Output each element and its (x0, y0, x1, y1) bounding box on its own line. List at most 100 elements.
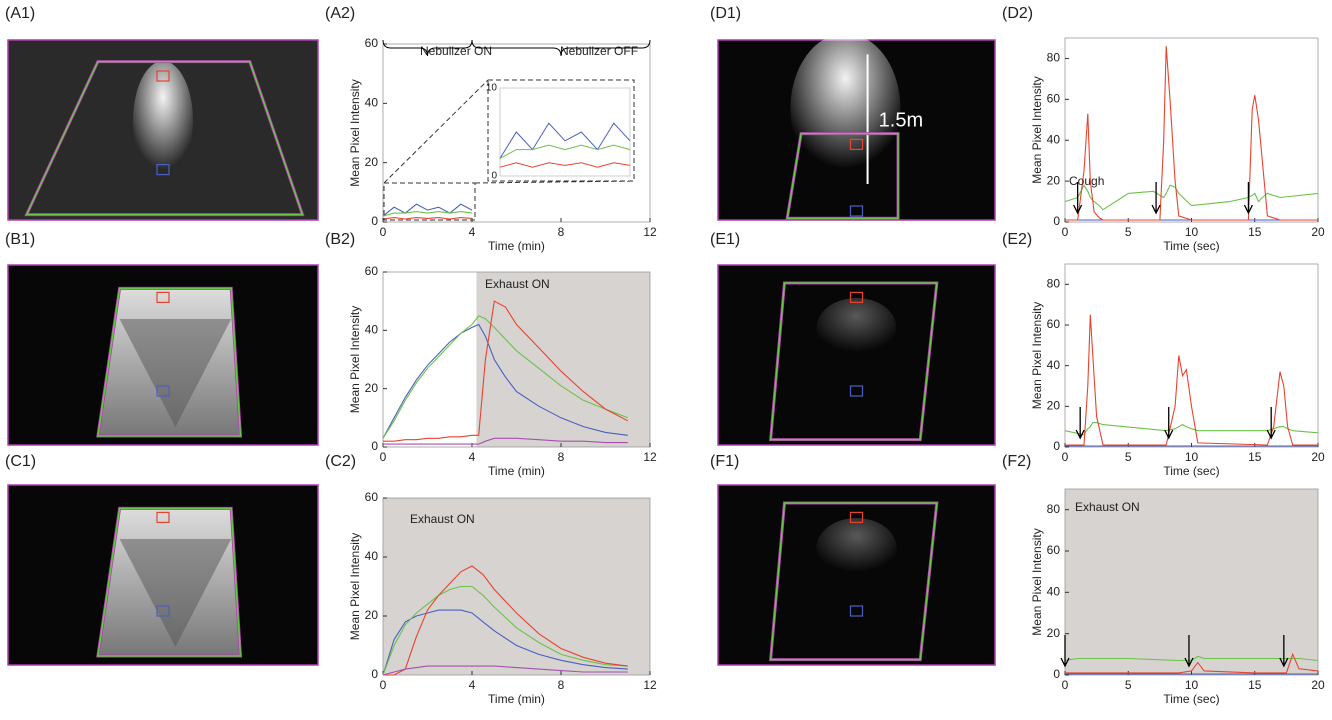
x-tick-label: 0 (1062, 450, 1069, 464)
x-axis-label: Time (min) (488, 692, 545, 706)
x-tick-label: 4 (469, 678, 476, 692)
roi-blue (156, 385, 170, 397)
roi-blue (156, 164, 170, 176)
panel-label: (A1) (5, 5, 35, 22)
x-tick-label: 10 (1185, 450, 1199, 464)
x-tick-label: 0 (1062, 225, 1069, 239)
x-tick-label: 5 (1125, 678, 1132, 692)
roi-outline (25, 60, 304, 216)
x-axis-label: Time (sec) (1163, 239, 1219, 253)
series-line (382, 315, 628, 439)
cough-arrow (1164, 407, 1174, 440)
zoom-link (383, 79, 489, 184)
roi-red (849, 138, 864, 150)
roi-outline (97, 287, 242, 437)
y-tick-label: 0 (1053, 214, 1060, 228)
inset-tick-label: 10 (486, 83, 498, 94)
panel-label: (D1) (710, 5, 741, 22)
roi-red (849, 511, 864, 524)
y-tick-label: 60 (1047, 92, 1061, 106)
inset-line (499, 162, 631, 168)
scale-text: 1.5m (879, 109, 923, 131)
y-tick-label: 20 (365, 381, 379, 395)
x-tick-label: 15 (1248, 450, 1262, 464)
y-tick-label: 60 (1047, 543, 1061, 557)
series-line (383, 300, 629, 442)
inset-frame (487, 79, 635, 182)
chart-label: (E2) (1002, 231, 1032, 248)
y-tick-label: 0 (371, 214, 378, 228)
annotation: Cough (1069, 174, 1104, 188)
series-line (1064, 422, 1319, 436)
series-line (383, 565, 628, 676)
chart-label: (A2) (325, 5, 355, 22)
x-axis-label: Time (sec) (1163, 464, 1219, 478)
x-tick-label: 10 (1185, 678, 1199, 692)
x-tick-label: 0 (1062, 678, 1069, 692)
x-tick-label: 0 (380, 678, 387, 692)
inset-axes (499, 87, 631, 177)
shade (1065, 489, 1318, 675)
roi-red (156, 291, 170, 303)
x-axis-label: Time (min) (488, 239, 545, 253)
roi-blue (849, 385, 864, 397)
annotation: Exhaust ON (1075, 500, 1140, 514)
y-tick-label: 40 (365, 96, 379, 110)
cough-arrow (1060, 635, 1070, 668)
y-tick-label: 60 (365, 264, 379, 278)
y-tick-label: 80 (1047, 51, 1061, 65)
roi-blue (849, 205, 864, 217)
plot-frame (382, 43, 651, 223)
series-line (383, 437, 628, 445)
x-tick-label: 20 (1311, 450, 1325, 464)
y-tick-label: 60 (365, 490, 379, 504)
y-axis-label: Mean Pixel Intensity (1030, 302, 1044, 409)
y-axis-label: Mean Pixel Intensity (1030, 528, 1044, 635)
x-tick-label: 10 (1185, 225, 1199, 239)
plot-frame (382, 497, 651, 676)
x-tick-label: 0 (380, 450, 387, 464)
inset-tick-label: 0 (491, 171, 497, 182)
cough-arrow (1151, 182, 1161, 215)
y-axis-label: Mean Pixel Intensity (1030, 76, 1044, 183)
y-axis-label: Mean Pixel Intensity (348, 79, 362, 186)
x-axis-label: Time (sec) (1163, 692, 1219, 706)
panel-label: (C1) (5, 453, 36, 470)
roi-outline (786, 132, 899, 219)
plot-frame (1064, 37, 1319, 223)
cough-arrow (1184, 635, 1194, 668)
plot-frame (1064, 263, 1319, 448)
y-tick-label: 40 (365, 549, 379, 563)
cough-arrow (1266, 407, 1276, 440)
y-axis-label: Mean Pixel Intensity (348, 306, 362, 413)
x-tick-label: 20 (1311, 225, 1325, 239)
annotation: Exhaust ON (410, 512, 475, 526)
y-tick-label: 80 (1047, 502, 1061, 516)
x-axis-label: Time (min) (488, 464, 545, 478)
series-line (382, 217, 473, 220)
y-tick-label: 20 (1047, 626, 1061, 640)
panel-label: (E1) (710, 231, 740, 248)
brace (382, 39, 473, 57)
x-tick-label: 8 (558, 225, 565, 239)
roi-outline (769, 282, 938, 441)
series-line (1065, 46, 1318, 221)
roi-outline (769, 502, 938, 661)
x-tick-label: 5 (1125, 450, 1132, 464)
series-line (382, 665, 628, 676)
panel-label: (F1) (710, 453, 739, 470)
cough-arrow (1075, 407, 1085, 440)
cough-arrow (1073, 182, 1083, 215)
series-line (382, 203, 473, 217)
annotation: Nebulizer ON (420, 44, 492, 58)
inset-line (499, 144, 631, 159)
x-tick-label: 5 (1125, 225, 1132, 239)
inset-line (499, 122, 631, 159)
y-tick-label: 20 (365, 608, 379, 622)
roi-blue (849, 605, 864, 617)
x-tick-label: 8 (558, 450, 565, 464)
series-line (1064, 184, 1319, 211)
panel-label: (B1) (5, 231, 35, 248)
roi-red (156, 70, 170, 82)
